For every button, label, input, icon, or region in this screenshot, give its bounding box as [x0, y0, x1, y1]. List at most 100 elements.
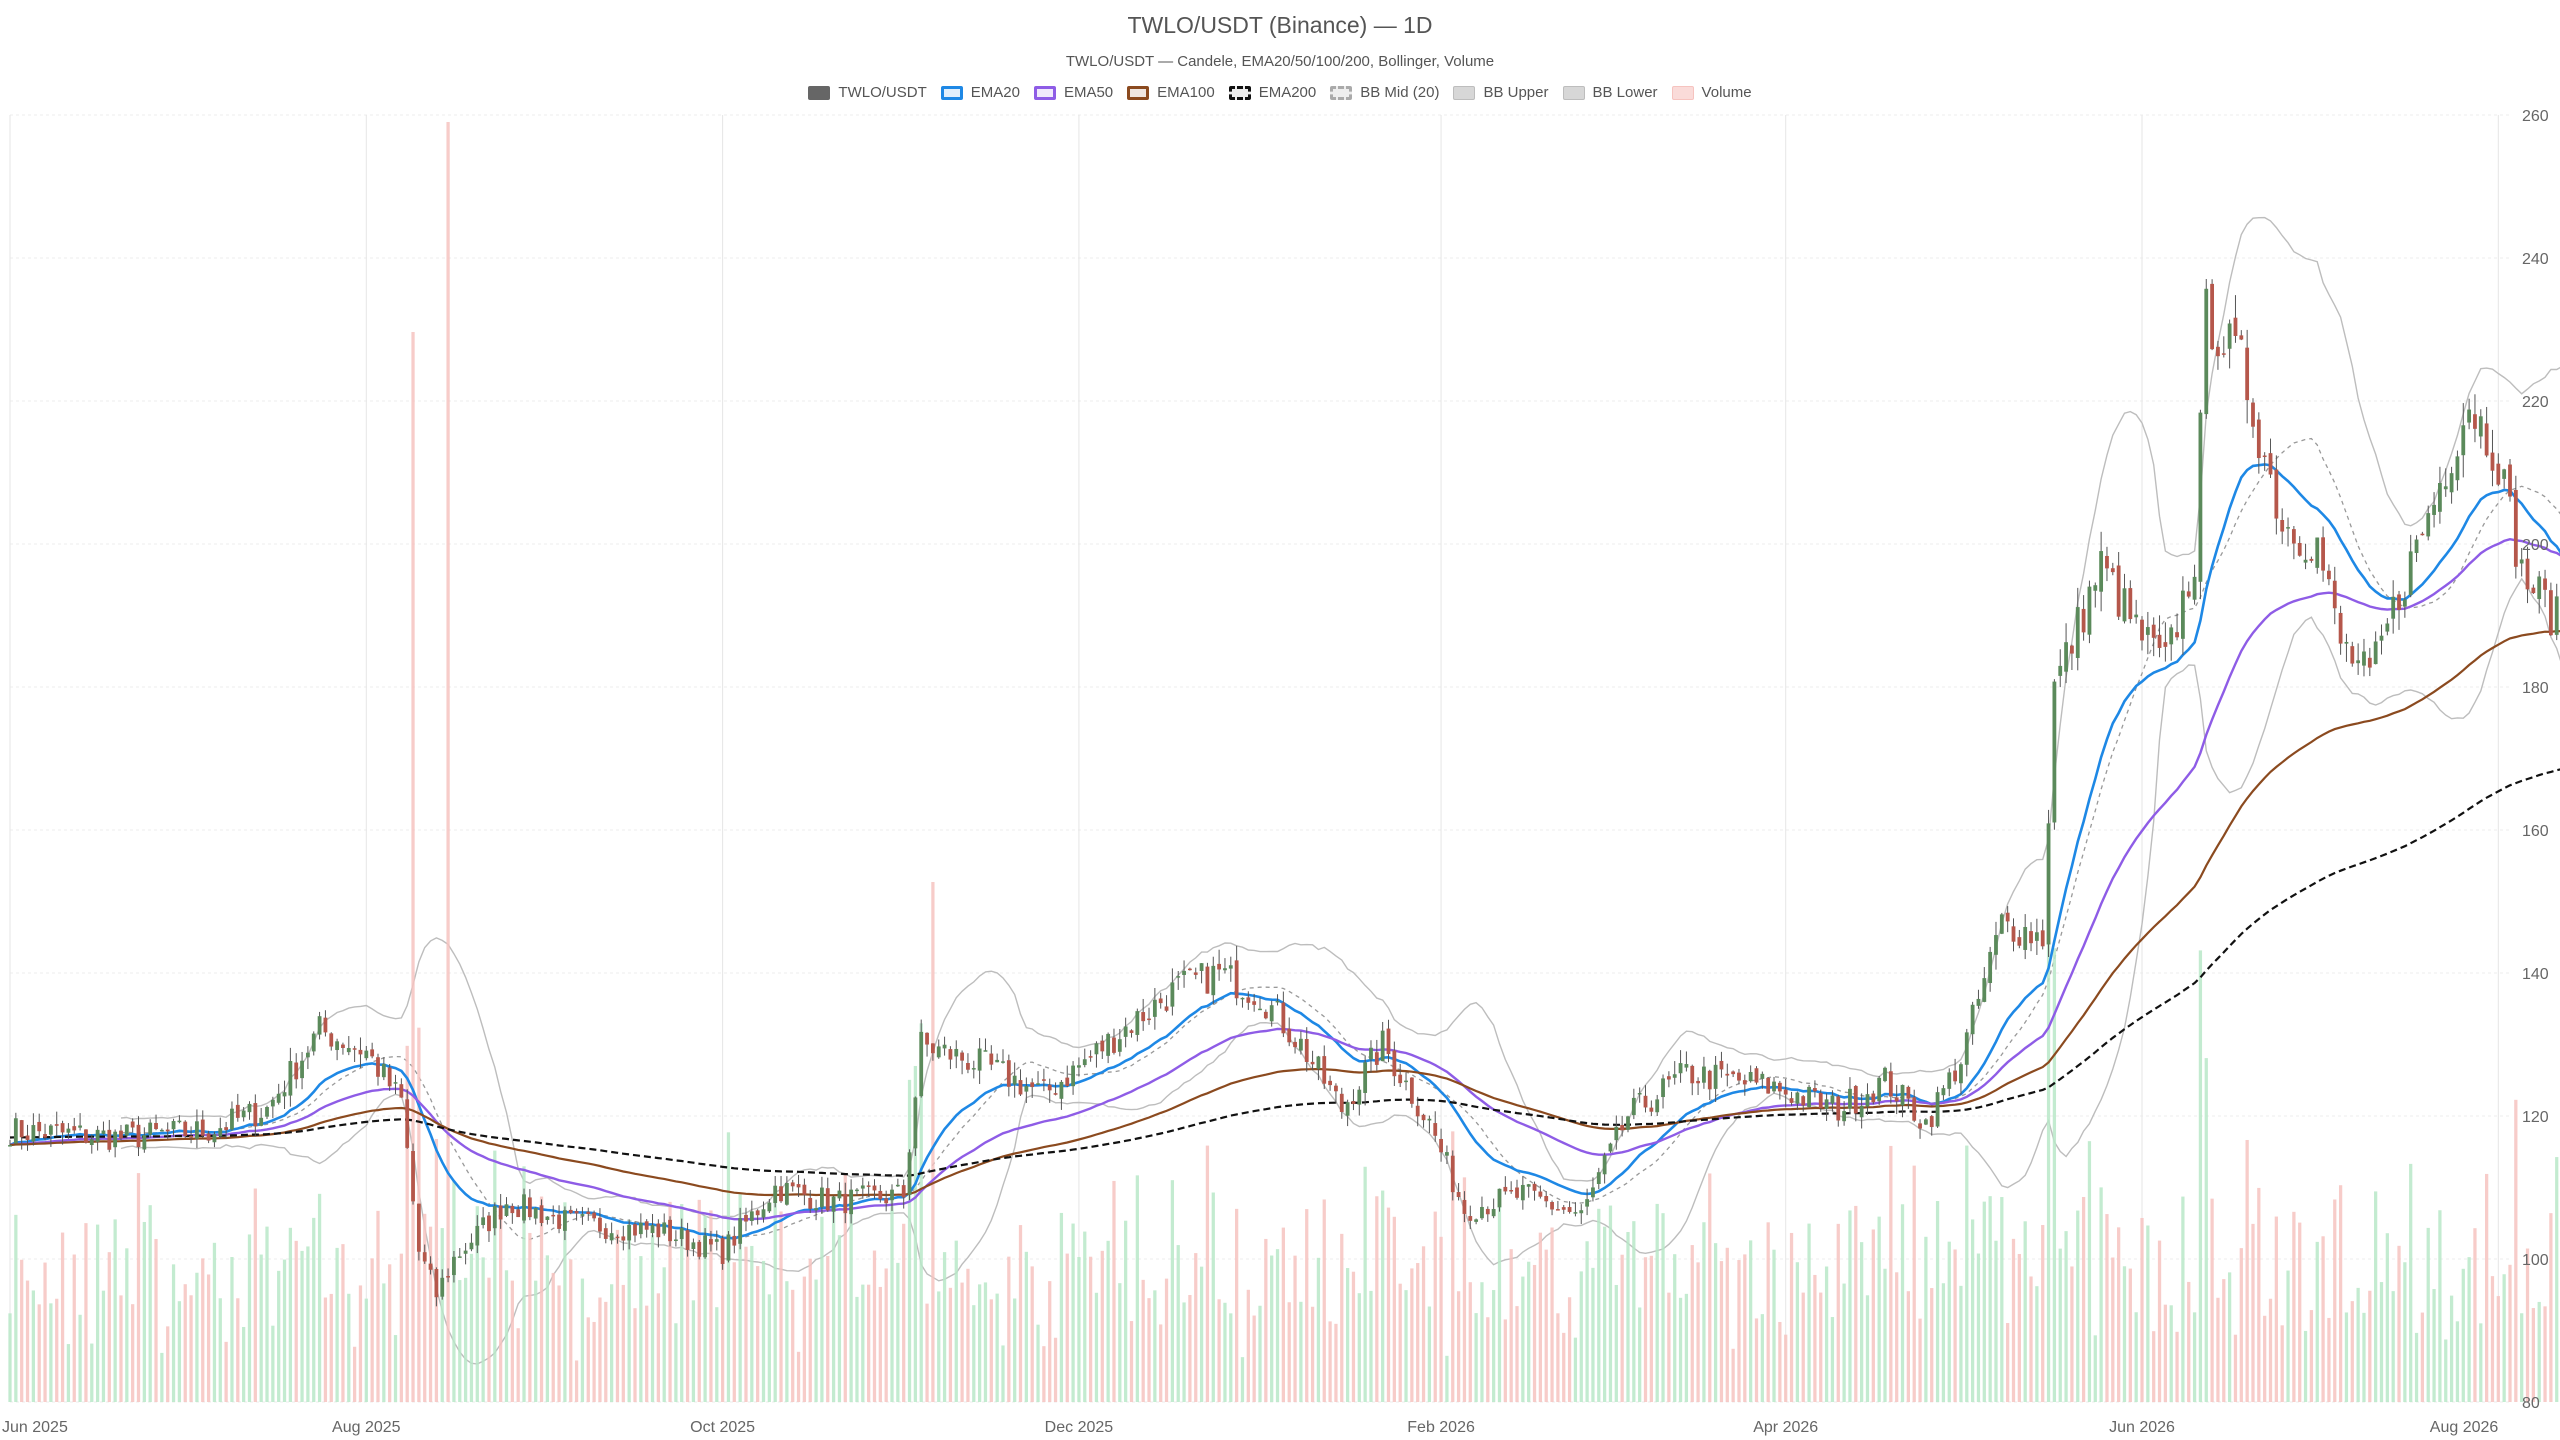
legend-item[interactable]: BB Upper: [1453, 84, 1549, 101]
volume-bar: [2140, 1217, 2144, 1402]
volume-bar: [1053, 1337, 1058, 1402]
volume-bar: [2309, 1310, 2314, 1402]
candle-body: [2128, 588, 2133, 620]
candle-body: [533, 1208, 538, 1219]
candle-body: [1205, 966, 1210, 994]
candle-body: [2075, 607, 2080, 658]
volume-bar: [1188, 1294, 1192, 1402]
candle-body: [48, 1125, 53, 1135]
candle-body: [2420, 533, 2425, 536]
candle-body: [849, 1189, 854, 1215]
volume-bar: [1036, 1324, 1040, 1402]
y-tick-label: 260: [2522, 108, 2549, 125]
candle-body: [60, 1123, 65, 1133]
volume-bar: [896, 1262, 900, 1402]
volume-bar: [668, 1201, 672, 1402]
candle-body: [1328, 1080, 1332, 1086]
volume-bar: [2549, 1213, 2553, 1402]
candle-body: [1702, 1066, 1706, 1083]
candle-body: [907, 1152, 912, 1195]
candle-body: [691, 1242, 696, 1250]
volume-bar: [1199, 1266, 1204, 1402]
volume-bar: [2467, 1257, 2471, 1402]
volume-bar: [428, 1226, 433, 1402]
candle-body: [206, 1133, 211, 1141]
volume-bar: [166, 1326, 170, 1402]
candle-body: [2198, 412, 2203, 582]
candle-body: [341, 1044, 345, 1048]
legend-swatch: [1127, 85, 1150, 100]
candle-body: [1304, 1039, 1309, 1062]
volume-bar: [1965, 1145, 1969, 1402]
candle-body: [2332, 580, 2337, 609]
volume-bar: [487, 1277, 491, 1402]
candle-body: [1696, 1080, 1700, 1084]
candle-body: [872, 1185, 877, 1191]
candle-body: [1246, 997, 1251, 1003]
candle-body: [1269, 1005, 1274, 1022]
volume-bar: [247, 1234, 252, 1402]
candle-body: [1188, 968, 1192, 971]
volume-bar: [1772, 1249, 1776, 1402]
volume-bar: [1094, 1292, 1099, 1402]
legend-item[interactable]: BB Mid (20): [1330, 84, 1439, 101]
legend-swatch: [940, 85, 963, 100]
volume-bar: [84, 1223, 88, 1402]
candle-body: [1415, 1105, 1420, 1117]
legend-item[interactable]: TWLO/USDT: [808, 84, 927, 101]
candle-body: [1959, 1064, 1963, 1084]
volume-bar: [510, 1280, 514, 1402]
volume-bar: [586, 1317, 590, 1402]
volume-bar: [1170, 1180, 1175, 1402]
legend-item[interactable]: Volume: [1671, 84, 1752, 101]
volume-bar: [1235, 1208, 1239, 1402]
bb-mid-line: [120, 437, 2560, 1241]
volume-bar: [685, 1238, 690, 1402]
volume-bar: [1877, 1216, 1881, 1402]
volume-bar: [2338, 1185, 2343, 1402]
volume-bar: [2041, 1225, 2045, 1402]
legend-item[interactable]: EMA20: [940, 84, 1020, 101]
candle-body: [942, 1044, 947, 1049]
volume-bar: [2537, 1301, 2541, 1402]
candle-body: [1544, 1195, 1549, 1202]
candle-body: [673, 1239, 678, 1242]
volume-bar: [574, 1360, 579, 1402]
volume-bar: [1708, 1173, 1712, 1402]
grid-layer: [9, 114, 2510, 1403]
candle-body: [855, 1189, 859, 1192]
candle-body: [84, 1129, 88, 1143]
volume-bar: [195, 1272, 199, 1402]
y-tick-label: 200: [2522, 537, 2549, 554]
candle-body: [1398, 1074, 1403, 1084]
volume-bar: [1083, 1231, 1087, 1402]
volume-bar: [2175, 1331, 2179, 1402]
candle-body: [66, 1128, 71, 1133]
candle-body: [1474, 1219, 1479, 1222]
volume-bar: [680, 1204, 684, 1402]
candle-body: [1637, 1093, 1642, 1095]
candle-body: [1223, 968, 1227, 971]
legend-item[interactable]: EMA100: [1127, 84, 1215, 101]
volume-bar: [569, 1259, 573, 1402]
y-tick-label: 180: [2522, 680, 2549, 697]
candle-body: [2303, 559, 2308, 563]
candle-body: [586, 1211, 591, 1214]
legend-item[interactable]: EMA200: [1228, 84, 1317, 101]
legend-item[interactable]: EMA50: [1033, 84, 1113, 101]
candle-body: [1976, 998, 1981, 1006]
candle-body: [609, 1233, 614, 1241]
volume-bar: [1287, 1302, 1291, 1402]
candle-body: [1818, 1092, 1823, 1108]
candle-body: [1941, 1088, 1946, 1096]
candle-body: [282, 1092, 287, 1097]
candle-body: [498, 1205, 503, 1220]
volume-bar: [1538, 1232, 1543, 1402]
y-tick-label: 100: [2522, 1252, 2549, 1269]
candle-body: [1953, 1070, 1957, 1082]
candle-body: [2110, 568, 2115, 573]
legend-item[interactable]: BB Lower: [1562, 84, 1658, 101]
legend-label: EMA200: [1258, 84, 1317, 101]
chart-legend: TWLO/USDT EMA20 EMA50 EMA100 EMA200 BB Mid (2…: [0, 84, 2560, 101]
volume-bar: [615, 1229, 620, 1402]
